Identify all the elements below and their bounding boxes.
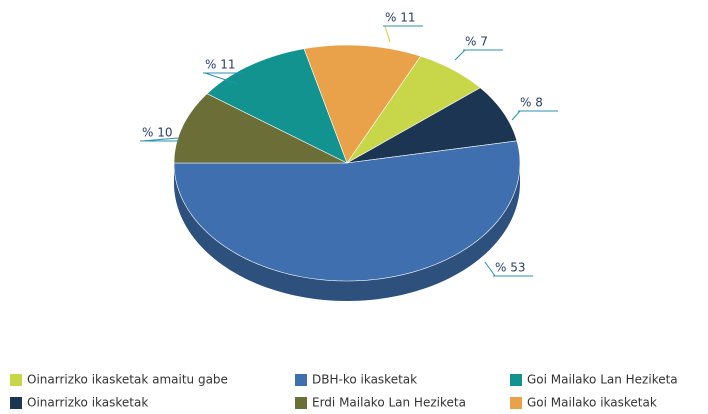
pie-slice [206, 48, 348, 164]
legend-label: Oinarrizko ikasketak [27, 396, 148, 410]
legend-label: Oinarrizko ikasketak amaitu gabe [27, 373, 228, 387]
legend-label: Goi Mailako ikasketak [527, 396, 657, 410]
leader-line [484, 261, 496, 277]
value-label: % 11 [385, 11, 416, 25]
legend-label: DBH-ko ikasketak [312, 373, 417, 387]
legend-swatch [295, 374, 307, 386]
value-label: % 7 [465, 35, 488, 49]
leader-line [511, 110, 521, 121]
leader-line [204, 72, 239, 85]
legend-swatch [295, 397, 307, 409]
value-label: % 10 [142, 126, 173, 140]
pie-slice [173, 93, 348, 164]
legend-swatch [510, 397, 522, 409]
leader-line [384, 25, 391, 43]
pie-slice [346, 87, 518, 164]
legend-label: Erdi Mailako Lan Heziketa [312, 396, 466, 410]
value-label: % 11 [205, 58, 236, 72]
pie-slice [346, 55, 481, 164]
pie-slice [173, 140, 521, 282]
pie-side [174, 163, 520, 301]
legend-swatch [10, 397, 22, 409]
legend-swatch [510, 374, 522, 386]
leader-line [454, 49, 466, 61]
value-label: % 53 [495, 261, 526, 275]
legend-swatch [10, 374, 22, 386]
pie-slice [303, 44, 422, 164]
value-label: % 8 [520, 96, 543, 110]
legend-label: Goi Mailako Lan Heziketa [527, 373, 678, 387]
